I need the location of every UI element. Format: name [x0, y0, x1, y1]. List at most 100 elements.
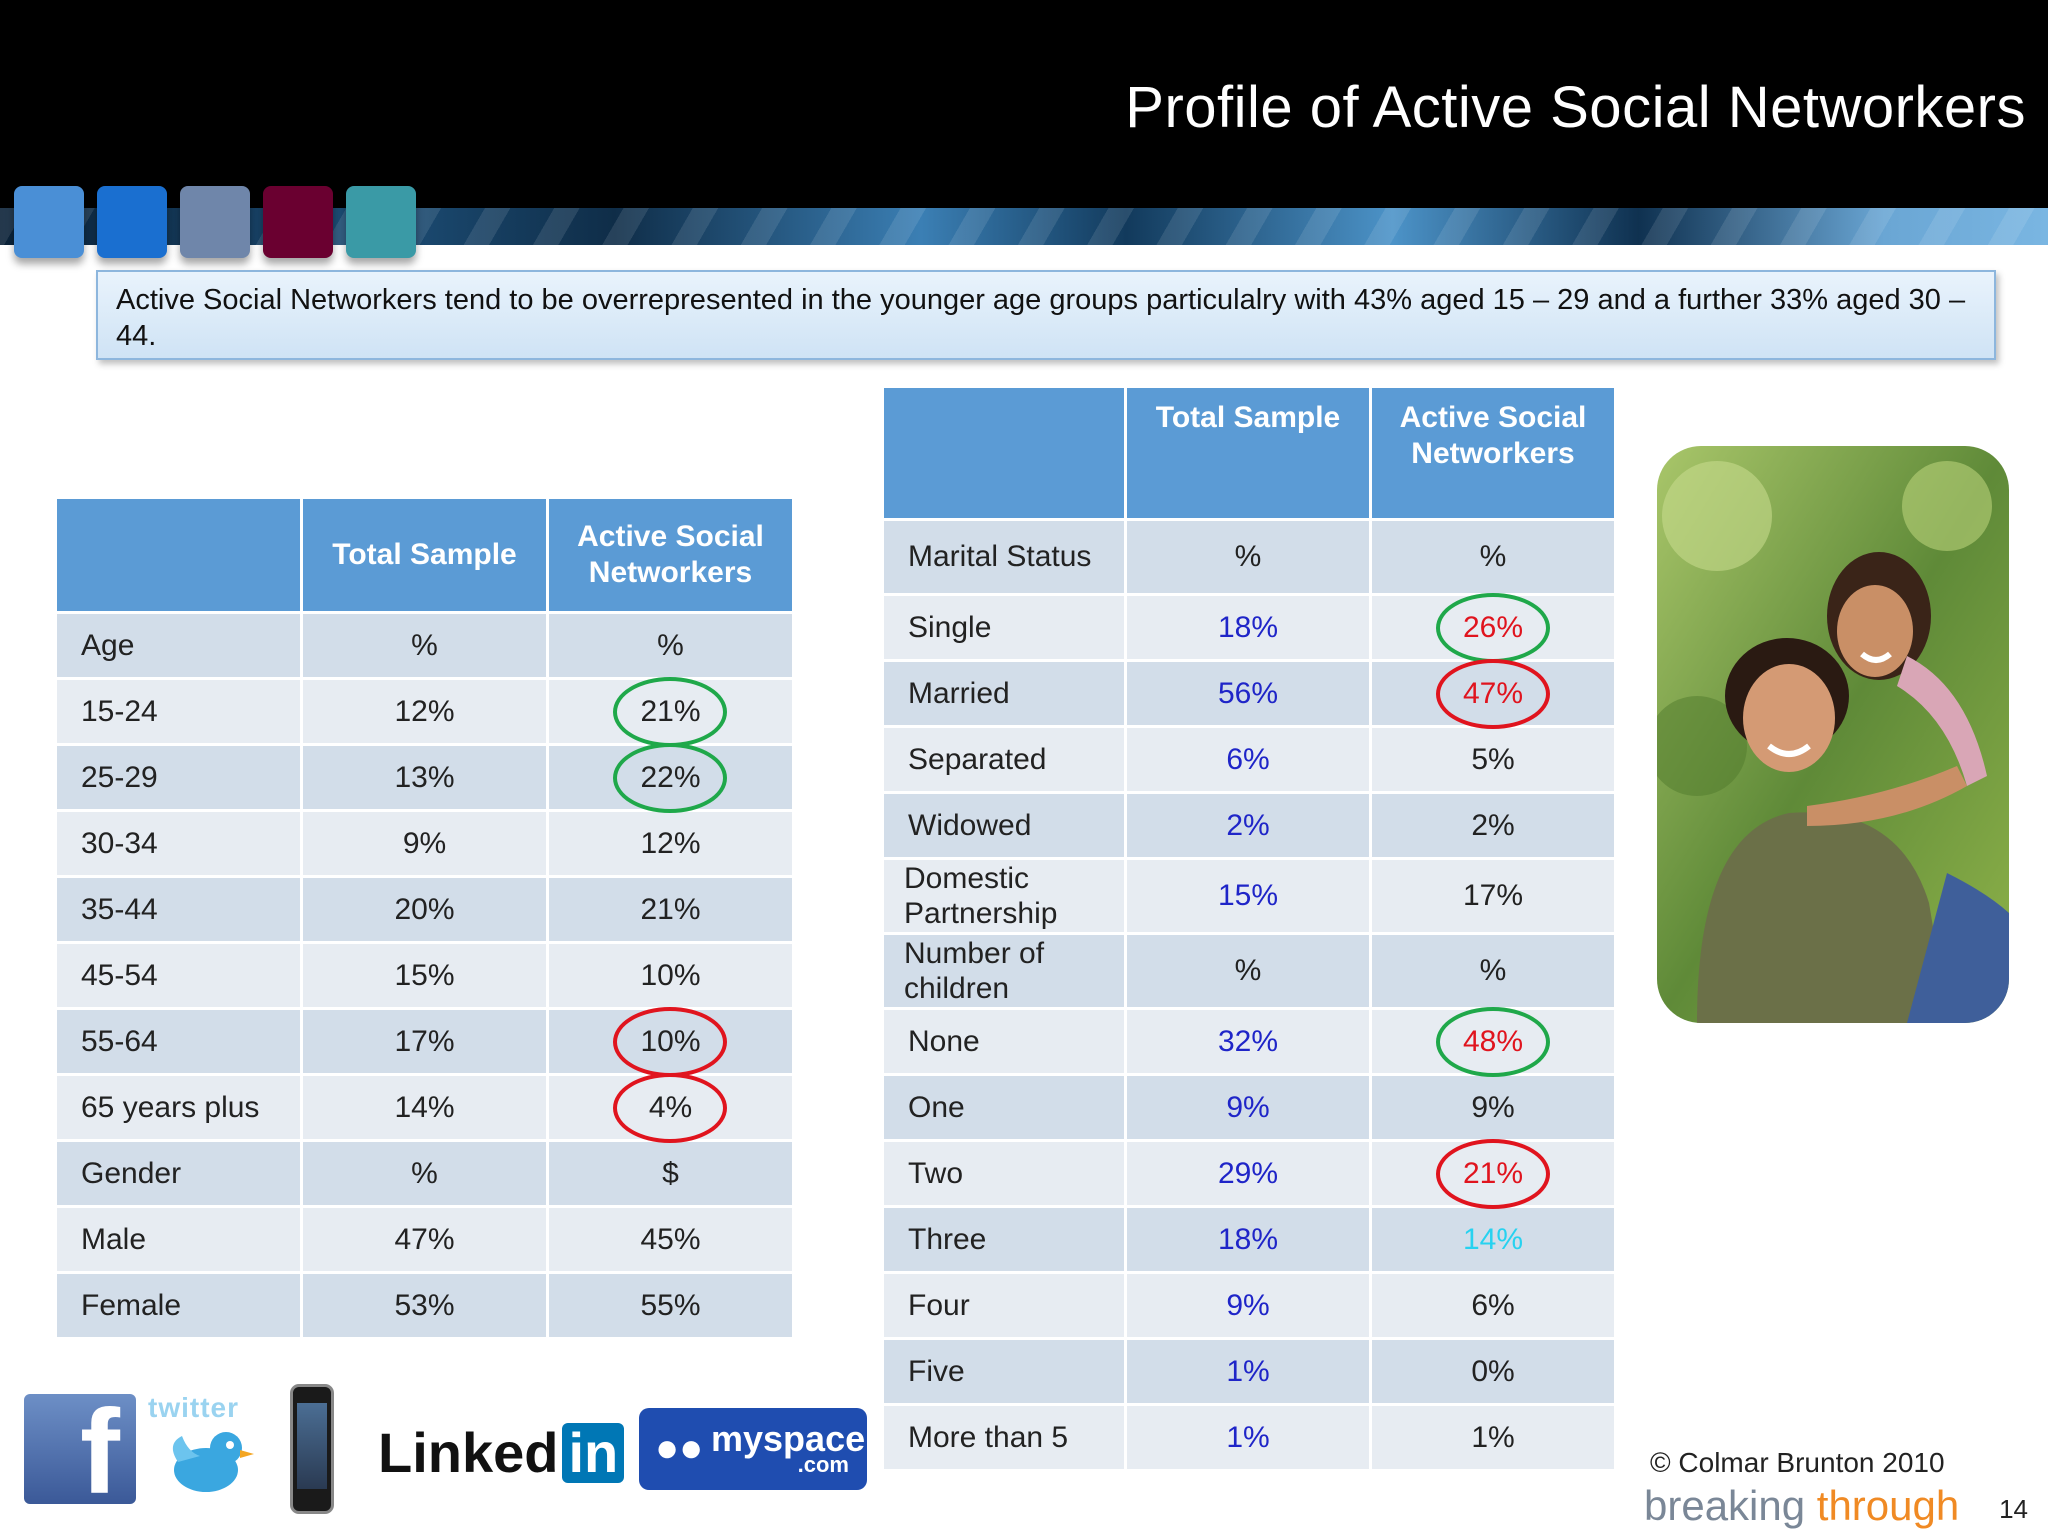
total-cell: 14%	[303, 1076, 546, 1139]
active-cell: 5%	[1372, 728, 1614, 791]
row-label: Four	[884, 1274, 1124, 1337]
table-row: 45-54 15% 10%	[57, 944, 792, 1007]
active-cell: 47%	[1372, 662, 1614, 725]
table-header-total: Total Sample	[1127, 388, 1369, 518]
active-cell: 26%	[1372, 596, 1614, 659]
table-row: 55-64 17% 10%	[57, 1010, 792, 1073]
page-number: 14	[1999, 1494, 2028, 1524]
active-cell: 48%	[1372, 1010, 1614, 1073]
total-cell: %	[303, 614, 546, 677]
row-label: Male	[57, 1208, 300, 1271]
total-cell: 1%	[1127, 1406, 1369, 1469]
table-row: 30-34 9% 12%	[57, 812, 792, 875]
twitter-logo: twitter	[148, 1392, 264, 1508]
iphone-icon	[290, 1384, 334, 1514]
active-cell: 12%	[549, 812, 792, 875]
total-cell: 9%	[1127, 1076, 1369, 1139]
active-cell: 21%	[549, 680, 792, 743]
total-cell: 18%	[1127, 1208, 1369, 1271]
header-stripe	[0, 208, 2048, 245]
active-cell: 10%	[549, 1010, 792, 1073]
highlight-circle-red: 10%	[640, 1024, 701, 1058]
total-cell: %	[303, 1142, 546, 1205]
myspace-logo: ●● myspace .com	[639, 1408, 867, 1490]
row-label: Separated	[884, 728, 1124, 791]
active-cell: 9%	[1372, 1076, 1614, 1139]
copyright-text: © Colmar Brunton 2010	[1650, 1447, 1945, 1478]
table-row: Five 1% 0%	[884, 1340, 1614, 1403]
active-cell: 1%	[1372, 1406, 1614, 1469]
active-cell: 4%	[549, 1076, 792, 1139]
row-label: Age	[57, 614, 300, 677]
total-cell: 12%	[303, 680, 546, 743]
row-label: 45-54	[57, 944, 300, 1007]
table-row: 15-24 12% 21%	[57, 680, 792, 743]
twitter-bird-icon	[172, 1432, 254, 1492]
linkedin-wordmark: Linked	[378, 1421, 559, 1484]
couple-photo-illustration	[1657, 446, 2009, 1023]
total-cell: 15%	[303, 944, 546, 1007]
active-cell: 14%	[1372, 1208, 1614, 1271]
total-cell: 9%	[1127, 1274, 1369, 1337]
row-label: One	[884, 1076, 1124, 1139]
table-row: Four 9% 6%	[884, 1274, 1614, 1337]
table-header-active: Active Social Networkers	[1372, 388, 1614, 518]
row-label: Three	[884, 1208, 1124, 1271]
row-label: 55-64	[57, 1010, 300, 1073]
active-cell: %	[1372, 521, 1614, 593]
row-label: Marital Status	[884, 521, 1124, 593]
table-row: Three 18% 14%	[884, 1208, 1614, 1271]
row-label: 30-34	[57, 812, 300, 875]
table-row: Widowed 2% 2%	[884, 794, 1614, 857]
table-row: Age % %	[57, 614, 792, 677]
row-label: Domestic Partnership	[884, 860, 1124, 932]
summary-text: Active Social Networkers tend to be over…	[116, 284, 1966, 352]
age-gender-table: Total Sample Active Social Networkers Ag…	[54, 496, 795, 1340]
title-bar: Profile of Active Social Networkers	[0, 0, 2048, 245]
table-row: Gender % $	[57, 1142, 792, 1205]
table-row: Separated 6% 5%	[884, 728, 1614, 791]
total-cell: 20%	[303, 878, 546, 941]
row-label: 35-44	[57, 878, 300, 941]
table-row: More than 5 1% 1%	[884, 1406, 1614, 1469]
color-tab	[180, 186, 250, 258]
row-label: Five	[884, 1340, 1124, 1403]
color-tabs	[14, 186, 416, 258]
active-cell: 17%	[1372, 860, 1614, 932]
table-row: Female 53% 55%	[57, 1274, 792, 1337]
myspace-wordmark: myspace	[711, 1418, 866, 1459]
row-label: 15-24	[57, 680, 300, 743]
highlight-circle-green: 48%	[1462, 1024, 1524, 1058]
active-cell: 22%	[549, 746, 792, 809]
active-cell: 6%	[1372, 1274, 1614, 1337]
myspace-people-icon: ●●	[655, 1426, 704, 1470]
active-cell: 0%	[1372, 1340, 1614, 1403]
row-label: More than 5	[884, 1406, 1124, 1469]
highlight-circle-red: 21%	[1462, 1156, 1524, 1190]
brand-tagline-part1: breaking	[1644, 1482, 1817, 1529]
active-cell: 45%	[549, 1208, 792, 1271]
table-row: 65 years plus 14% 4%	[57, 1076, 792, 1139]
color-tab	[97, 186, 167, 258]
facebook-logo: f	[24, 1392, 136, 1512]
total-cell: 1%	[1127, 1340, 1369, 1403]
table-header-blank	[57, 499, 300, 611]
row-label: Gender	[57, 1142, 300, 1205]
twitter-wordmark: twitter	[148, 1392, 239, 1423]
total-cell: 56%	[1127, 662, 1369, 725]
highlight-circle-red: 4%	[648, 1090, 693, 1124]
active-cell: %	[549, 614, 792, 677]
total-cell: 2%	[1127, 794, 1369, 857]
linkedin-logo: Linked in	[378, 1420, 625, 1485]
color-tab	[263, 186, 333, 258]
row-label: Single	[884, 596, 1124, 659]
row-label: 65 years plus	[57, 1076, 300, 1139]
active-cell: 21%	[1372, 1142, 1614, 1205]
total-cell: 9%	[303, 812, 546, 875]
table-header-blank	[884, 388, 1124, 518]
total-cell: 53%	[303, 1274, 546, 1337]
table-header-active: Active Social Networkers	[549, 499, 792, 611]
table-row: One 9% 9%	[884, 1076, 1614, 1139]
total-cell: 13%	[303, 746, 546, 809]
table-row: Marital Status % %	[884, 521, 1614, 593]
